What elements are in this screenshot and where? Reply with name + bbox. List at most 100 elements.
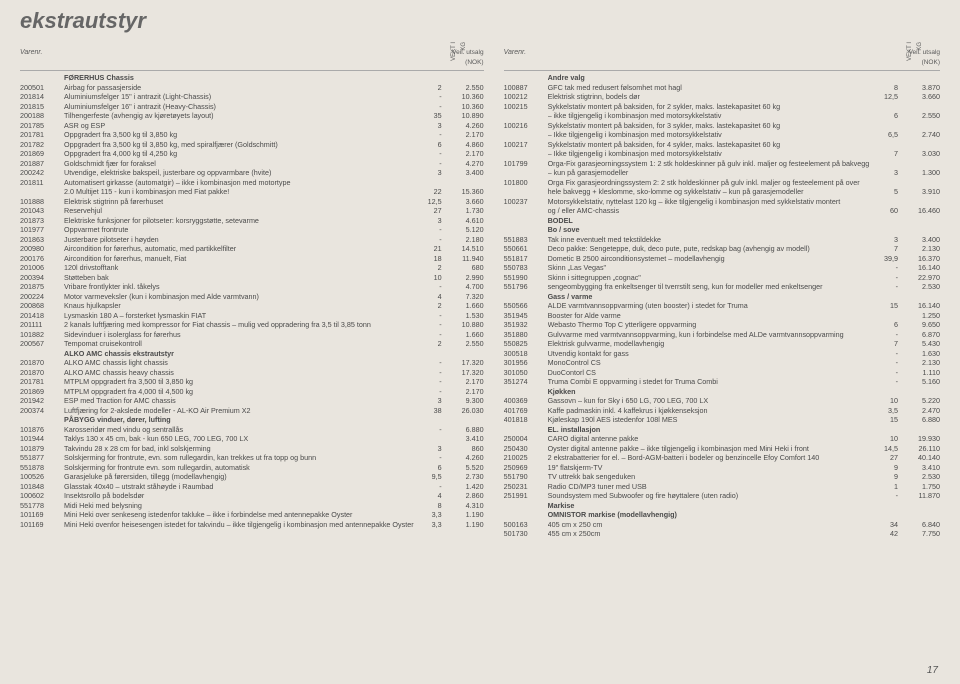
table-row: 201887Goldschmidt fjær for foraksel-4.27…: [20, 159, 484, 169]
cell-pris: 1.750: [898, 482, 940, 492]
table-row: 201869MTPLM oppgradert fra 4,000 til 4,5…: [20, 387, 484, 397]
cell-pris: 15.360: [442, 187, 484, 197]
cell-desc: Soundsystem med Subwoofer og fire høytta…: [548, 491, 870, 501]
cell-desc: Kjøleskap 190l AES istedenfor 108l MES: [548, 415, 870, 425]
cell-desc: Oppgradert fra 3,500 kg til 3,850 kg, me…: [64, 140, 414, 150]
cell-vekt: 21: [414, 244, 442, 254]
table-row: 101800Orga Fix garasjeordningssystem 2: …: [504, 178, 940, 188]
cell-pris: 2.730: [442, 472, 484, 482]
table-row: 551878Solskjerming for frontrute evn. so…: [20, 463, 484, 473]
cell-desc: Reservehjul: [64, 206, 414, 216]
table-row: 201782Oppgradert fra 3,500 kg til 3,850 …: [20, 140, 484, 150]
cell-varenr: 400369: [504, 396, 548, 406]
table-row: 500163405 cm x 250 cm346.840: [504, 520, 940, 530]
cell-pris: 2.130: [898, 244, 940, 254]
cell-pris: 26.030: [442, 406, 484, 416]
cell-varenr: 201875: [20, 282, 64, 292]
cell-pris: 16.370: [898, 254, 940, 264]
cell-varenr: 201111: [20, 320, 64, 330]
table-row: 401769Kaffe padmaskin inkl. 4 kaffekrus …: [504, 406, 940, 416]
cell-vekt: -: [414, 320, 442, 330]
table-row: 101848Glasstak 40x40 – utstrakt ståhøyde…: [20, 482, 484, 492]
cell-varenr: 251991: [504, 491, 548, 501]
cell-vekt: -: [414, 387, 442, 397]
table-row: 351880Gulvvarme med varmtvannsoppvarming…: [504, 330, 940, 340]
cell-vekt: [414, 434, 442, 444]
table-row: 2011112 kanals luftfjæring med kompresso…: [20, 320, 484, 330]
cell-desc: Takvindu 28 x 28 cm for bad, inkl solskj…: [64, 444, 414, 454]
cell-vekt: [870, 102, 898, 112]
cell-vekt: 3,3: [414, 510, 442, 520]
table-row: 201006120l drivstofftank2680: [20, 263, 484, 273]
cell-pris: 10.890: [442, 111, 484, 121]
cell-desc: Deco pakke: Sengeteppe, duk, deco pute, …: [548, 244, 870, 254]
cell-desc: Kaffe padmaskin inkl. 4 kaffekrus i kjøk…: [548, 406, 870, 416]
cell-desc: 120l drivstofftank: [64, 263, 414, 273]
cell-vekt: 5: [870, 187, 898, 197]
table-row: 551778Midi Heki med belysning84.310: [20, 501, 484, 511]
table-row: 551790TV uttrekk bak sengeduken92.530: [504, 472, 940, 482]
table-row: 100216Sykkelstativ montert på baksiden, …: [504, 121, 940, 131]
cell-vekt: 27: [414, 206, 442, 216]
cell-vekt: 3,5: [870, 406, 898, 416]
cell-desc: 19" flatskjerm-TV: [548, 463, 870, 473]
cell-pris: 4.610: [442, 216, 484, 226]
cell-vekt: [870, 140, 898, 150]
cell-varenr: [504, 111, 548, 121]
cell-varenr: 200501: [20, 83, 64, 93]
cell-desc: Utvendig kontakt for gass: [548, 349, 870, 359]
cell-varenr: 101888: [20, 197, 64, 207]
cell-varenr: 551778: [20, 501, 64, 511]
cell-varenr: 100215: [504, 102, 548, 112]
cell-vekt: [870, 178, 898, 188]
section-heading: Markise: [504, 501, 940, 511]
cell-vekt: 7: [870, 339, 898, 349]
cell-varenr: 201043: [20, 206, 64, 216]
cell-vekt: -: [414, 330, 442, 340]
cell-vekt: 2: [414, 301, 442, 311]
cell-varenr: [504, 187, 548, 197]
cell-desc: 2.0 Multijet 115 - kun i kombinasjon med…: [64, 187, 414, 197]
cell-varenr: 551877: [20, 453, 64, 463]
cell-pris: 2.550: [898, 111, 940, 121]
cell-pris: 2.550: [442, 83, 484, 93]
cell-desc: Automatisert girkasse (automatgir) – ikk…: [64, 178, 414, 188]
cell-desc: Støtteben bak: [64, 273, 414, 283]
cell-varenr: 201870: [20, 358, 64, 368]
cell-pris: 3.660: [898, 92, 940, 102]
cell-vekt: -: [414, 368, 442, 378]
cell-pris: 10.360: [442, 92, 484, 102]
page-title: ekstrautstyr: [20, 8, 146, 34]
cell-varenr: 550825: [504, 339, 548, 349]
cell-desc: Oppvarmet frontrute: [64, 225, 414, 235]
table-row: 101879Takvindu 28 x 28 cm for bad, inkl …: [20, 444, 484, 454]
cell-varenr: 200868: [20, 301, 64, 311]
cell-vekt: -: [870, 273, 898, 283]
cell-desc: Tempomat cruisekontroll: [64, 339, 414, 349]
cell-desc: Tilhengerfeste (avhengig av kjøretøyets …: [64, 111, 414, 121]
cell-pris: 10.360: [442, 102, 484, 112]
table-row: 25096919" flatskjerm-TV93.410: [504, 463, 940, 473]
cell-varenr: 100526: [20, 472, 64, 482]
cell-desc: 2 ekstrabatterier for el. – Bord-AGM-bat…: [548, 453, 870, 463]
cell-varenr: 201815: [20, 102, 64, 112]
table-row: 201811Automatisert girkasse (automatgir)…: [20, 178, 484, 188]
cell-vekt: 6,5: [870, 130, 898, 140]
cell-desc: Truma Combi E oppvarming i stedet for Tr…: [548, 377, 870, 387]
table-row: 250430Oyster digital antenne pakke – ikk…: [504, 444, 940, 454]
cell-desc: Sidevinduer i isolerglass for førerhus: [64, 330, 414, 340]
cell-varenr: 551817: [504, 254, 548, 264]
cell-varenr: 301050: [504, 368, 548, 378]
section-heading: PÅBYGG vinduer, dører, lufting: [20, 415, 484, 425]
table-row: 351274Truma Combi E oppvarming i stedet …: [504, 377, 940, 387]
cell-vekt: 10: [870, 396, 898, 406]
table-row: – ikke tilgjengelig i kombinasjon med mo…: [504, 111, 940, 121]
cell-vekt: -: [414, 358, 442, 368]
table-row: 101888Elektrisk stigtrinn på førerhuset1…: [20, 197, 484, 207]
cell-varenr: 551883: [504, 235, 548, 245]
cell-varenr: 351880: [504, 330, 548, 340]
cell-varenr: 201781: [20, 377, 64, 387]
cell-pris: 9.650: [898, 320, 940, 330]
table-row: 200176Aircondition for førerhus, manuelt…: [20, 254, 484, 264]
cell-desc: – kun på garasjemodeller: [548, 168, 870, 178]
